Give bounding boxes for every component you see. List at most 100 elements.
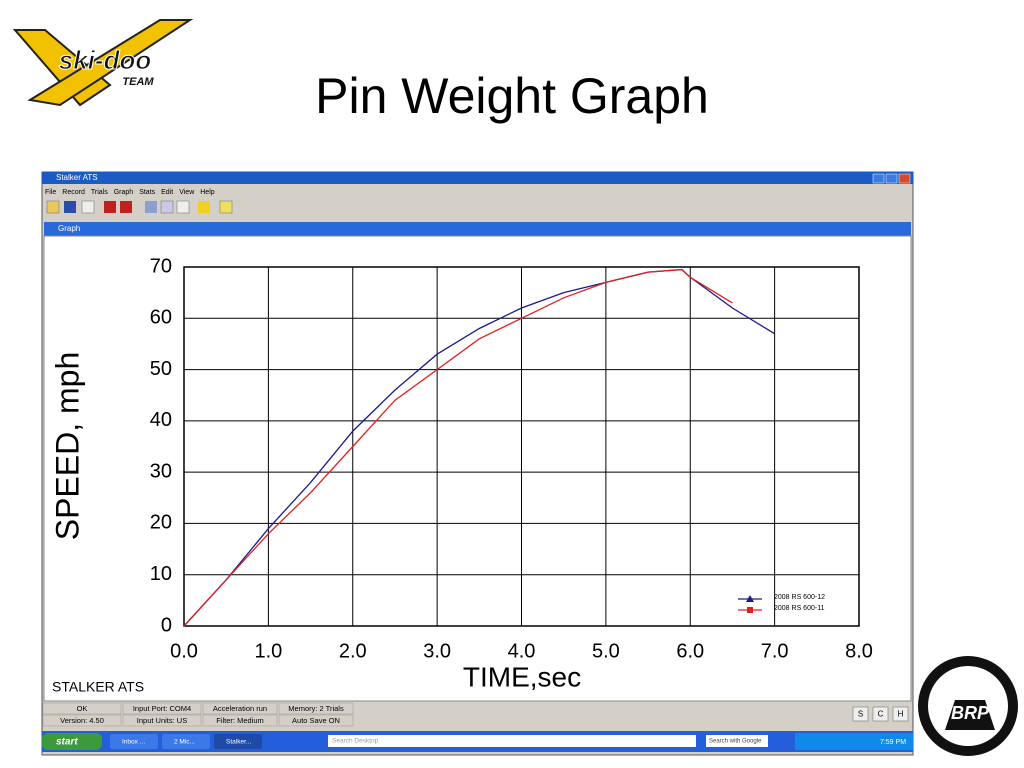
logo-brand: ski-doo [59,45,152,75]
status-cell [202,714,278,727]
status-button-label[interactable]: C [878,710,884,719]
chart: 0 10 20 30 40 50 60 70 0.0 1.0 2.0 3.0 4.0 5.0 6.0 7.0 8… [49,255,872,692]
start-label[interactable]: start [56,737,78,748]
status-text: Auto Save ON [292,716,340,725]
y-tick-label: 70 [150,255,172,277]
brp-logo: BRP [918,656,1018,756]
status-button[interactable] [872,706,889,722]
toolbar-button[interactable] [219,200,233,214]
minimize-button[interactable] [872,173,885,184]
legend-marker [746,595,754,602]
search-box[interactable] [328,735,696,747]
y-tick-label: 30 [150,460,172,482]
toolbar-button[interactable] [176,200,190,214]
window-title: Stalker ATS [56,173,98,182]
x-tick-label: 4.0 [508,640,536,662]
brp-text: BRP [951,703,990,723]
taskbar-item-label[interactable]: Inbox ... [122,739,145,746]
status-cell [42,714,122,727]
taskbar-item[interactable] [214,734,262,749]
status-cell [122,714,202,727]
toolbar-button[interactable] [46,200,60,214]
google-placeholder[interactable]: Search with Google [709,739,762,745]
maximize-button[interactable] [885,173,898,184]
menu-item[interactable]: Stats [139,189,155,196]
status-text: Input Units: US [137,716,187,725]
taskbar-item[interactable] [110,734,158,749]
x-tick-label: 5.0 [592,640,620,662]
clock: 7:59 PM [880,739,906,746]
legend-label: 2008 RS 600-11 [774,605,825,612]
plot-frame [183,266,860,627]
menu-item[interactable]: Help [200,189,215,196]
menu-item[interactable]: Edit [161,189,173,196]
status-cell [278,702,354,715]
search-placeholder[interactable]: Search Desktop [332,738,379,745]
menu-item[interactable]: Trials [91,189,108,196]
status-button[interactable] [852,706,869,722]
x-tick-label: 8.0 [845,640,873,662]
menu-item[interactable]: Graph [114,189,134,196]
status-text: Filter: Medium [216,716,264,725]
taskbar-item-label[interactable]: 2 Mic... [174,739,195,746]
toolbar-button[interactable] [160,200,174,214]
graph-area [43,235,912,702]
series-line [183,268,733,627]
y-axis-title: SPEED, mph [49,352,85,541]
status-text: Acceleration run [213,704,267,713]
y-tick-label: 40 [150,409,172,431]
x-tick-label: 3.0 [423,640,451,662]
status-text: Version: 4.50 [60,716,104,725]
taskbar-item[interactable] [162,734,210,749]
y-tick-label: 0 [161,614,172,636]
status-button[interactable] [892,706,909,722]
status-text: Input Port: COM4 [133,704,191,713]
window-controls [872,173,911,184]
x-tick-label: 7.0 [761,640,789,662]
status-cell [278,714,354,727]
tray [795,733,913,750]
y-tick-label: 20 [150,512,172,534]
status-button-label[interactable]: S [858,710,863,719]
toolbar-button[interactable] [64,201,76,213]
toolbar-button[interactable] [120,201,132,213]
y-tick-label: 50 [150,358,172,380]
y-tick-label: 60 [150,307,172,329]
skidoo-logo: ski-doo TEAM [12,19,194,107]
menu-item[interactable]: View [179,189,195,196]
taskbar-items: start Inbox ... 2 Mic... Stalker... Search D… [42,733,913,750]
toolbar-button[interactable] [145,201,157,213]
status-cell [122,702,202,715]
toolbar-button[interactable] [198,201,210,213]
x-tick-label: 1.0 [254,640,282,662]
brp-band [945,700,995,730]
status-text: OK [77,704,88,713]
status-cell [42,702,122,715]
status-button-label[interactable]: H [898,710,904,719]
x-tick-label: 6.0 [676,640,704,662]
status-bar: OK Version: 4.50 Input Port: COM4 Input Uni… [42,702,909,727]
status-cell [202,702,278,715]
x-tick-label: 0.0 [170,640,198,662]
logo-x-stroke [27,19,194,107]
menu-item[interactable]: File [45,189,56,196]
menu-item[interactable]: Record [62,189,85,196]
x-axis-title: TIME,sec [463,661,581,692]
toolbar-button[interactable] [81,200,95,214]
status-text: Memory: 2 Trials [288,704,344,713]
title-bar [42,172,913,184]
y-tick-label: 10 [150,563,172,585]
google-box[interactable] [706,735,768,747]
close-button[interactable] [898,173,911,184]
legend-label: 2008 RS 600-12 [774,594,825,601]
toolbar-button[interactable] [104,201,116,213]
x-tick-label: 2.0 [339,640,367,662]
menu-bar: File Record Trials Graph Stats Edit View Help [45,189,215,196]
footer-label: STALKER ATS [52,679,144,695]
legend-marker [747,607,753,613]
start-button[interactable] [42,733,102,750]
taskbar-item-label[interactable]: Stalker... [226,739,251,746]
graph-title-bar [44,222,911,236]
